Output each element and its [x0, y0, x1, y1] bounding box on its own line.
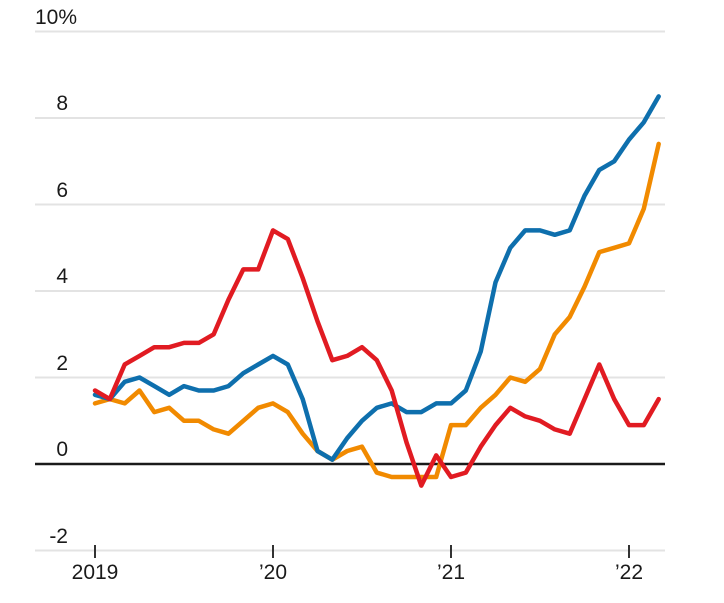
y-axis-label: 8 [56, 92, 68, 115]
series-red-line [92, 228, 661, 488]
x-axis-label: 2019 [71, 561, 119, 584]
series-blue-line [92, 94, 661, 462]
y-axis-label: 2 [56, 351, 68, 375]
y-axis-label: 0 [56, 438, 68, 461]
y-axis-label: 4 [56, 265, 68, 288]
series-orange-line [92, 141, 661, 480]
x-axis-label: ’21 [436, 561, 466, 584]
y-axis-label: -2 [49, 524, 68, 548]
x-axis-label: ’22 [614, 561, 644, 584]
y-axis-label: 6 [56, 178, 68, 202]
y-axis-label: 10% [35, 5, 78, 29]
x-axis-label: ’20 [258, 561, 288, 584]
